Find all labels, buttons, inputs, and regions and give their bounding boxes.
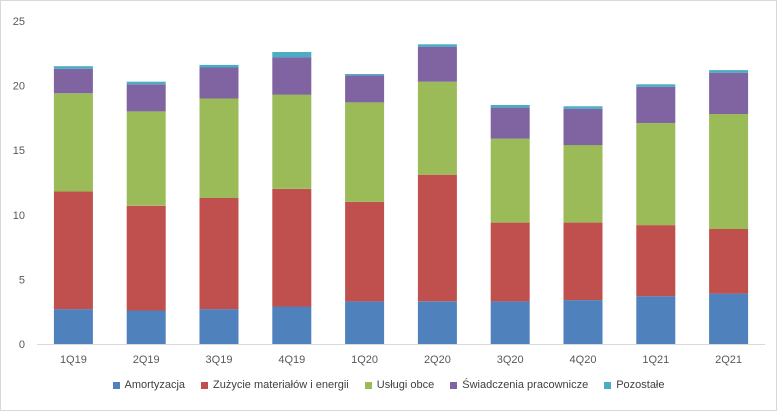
bar-segment-1Q19-4 [53,66,93,69]
legend-label: Usługi obce [376,379,435,391]
bar-segment-1Q19-1 [53,191,93,310]
bar-segment-1Q21-3 [636,86,676,124]
bar-segment-1Q20-2 [345,102,385,202]
bar-segment-2Q19-2 [126,111,166,206]
bar-segment-1Q21-2 [636,123,676,226]
bar-segment-3Q19-3 [199,67,239,99]
x-tick-label: 1Q21 [642,354,669,366]
bar-segment-2Q20-2 [417,81,457,175]
bar-segment-4Q20-0 [563,300,603,344]
bar-segment-3Q19-4 [199,64,239,68]
x-tick-label: 3Q20 [497,354,524,366]
bar-segment-1Q20-4 [345,74,385,76]
legend-label: Pozostałe [616,379,665,391]
y-tick-label: 0 [19,339,25,351]
y-tick-label: 20 [13,81,25,93]
bar-segment-1Q19-0 [53,309,93,344]
bar-segment-4Q19-2 [272,94,312,189]
bar-segment-1Q21-1 [636,225,676,297]
bar-segment-2Q19-0 [126,310,166,344]
bar-segment-3Q20-0 [490,301,530,344]
y-tick-label: 25 [13,16,25,28]
legend-label: Amortyzacja [124,379,186,391]
bar-segment-4Q19-1 [272,189,312,307]
bar-segment-2Q20-0 [417,301,457,344]
bar-segment-4Q20-1 [563,222,603,301]
x-tick-label: 2Q21 [715,354,742,366]
x-tick-label: 2Q19 [133,354,160,366]
x-tick-label: 4Q19 [278,354,305,366]
legend-swatch [364,381,372,389]
bar-segment-4Q19-3 [272,57,312,95]
bar-segment-3Q20-1 [490,222,530,302]
bar-segment-2Q20-4 [417,44,457,47]
legend-swatch [201,381,209,389]
bar-segment-1Q19-2 [53,93,93,192]
bar-segment-3Q20-4 [490,105,530,108]
bar-segment-2Q21-0 [709,293,749,344]
bar-segment-4Q20-3 [563,108,603,146]
bar-segment-3Q20-3 [490,107,530,139]
legend-swatch [450,381,458,389]
bar-segment-1Q21-0 [636,296,676,344]
x-tick-label: 3Q19 [206,354,233,366]
bars [53,44,749,344]
bar-segment-2Q19-3 [126,84,166,112]
x-tick-label: 2Q20 [424,354,451,366]
x-tick-label: 1Q20 [351,354,378,366]
legend-item: Usługi obce [364,379,435,391]
bar-segment-3Q19-1 [199,198,239,310]
bar-segment-2Q21-4 [709,70,749,73]
y-tick-label: 15 [13,145,25,157]
bar-segment-4Q19-4 [272,52,312,58]
bar-segment-3Q20-2 [490,138,530,223]
bar-segment-3Q19-2 [199,98,239,198]
legend-item: Pozostałe [604,379,665,391]
bar-segment-1Q19-3 [53,68,93,94]
bar-segment-2Q19-1 [126,205,166,311]
bar-segment-1Q20-0 [345,301,385,344]
x-tick-label: 4Q20 [570,354,597,366]
bar-segment-1Q20-1 [345,201,385,302]
bar-segment-1Q21-4 [636,84,676,87]
legend: Amortyzacja Zużycie materiałów i energii U… [0,377,777,393]
y-axis-ticks: 0 5 10 15 20 25 [13,16,25,351]
bar-segment-2Q19-4 [126,81,166,85]
x-tick-label: 1Q19 [60,354,87,366]
y-tick-label: 5 [19,274,25,286]
y-tick-label: 10 [13,210,25,222]
bar-segment-1Q20-3 [345,75,385,103]
bar-segment-3Q19-0 [199,309,239,344]
x-axis-ticks: 1Q19 2Q19 3Q19 4Q19 1Q20 2Q20 3Q20 4Q20 1Q21 2Q21 [60,354,742,366]
bar-segment-2Q20-3 [417,46,457,82]
legend-swatch [112,381,120,389]
legend-item: Amortyzacja [112,379,186,391]
legend-item: Świadczenia pracownicze [450,379,588,391]
bar-segment-2Q20-1 [417,174,457,302]
legend-label: Zużycie materiałów i energii [213,379,349,391]
bar-segment-4Q19-0 [272,306,312,344]
bar-segment-4Q20-4 [563,106,603,109]
legend-item: Zużycie materiałów i energii [201,379,349,391]
bar-segment-4Q20-2 [563,145,603,223]
legend-label: Świadczenia pracownicze [462,379,589,391]
bar-segment-2Q21-1 [709,229,749,294]
bar-segment-2Q21-3 [709,72,749,114]
legend-swatch [604,381,612,389]
bar-segment-2Q21-2 [709,114,749,229]
